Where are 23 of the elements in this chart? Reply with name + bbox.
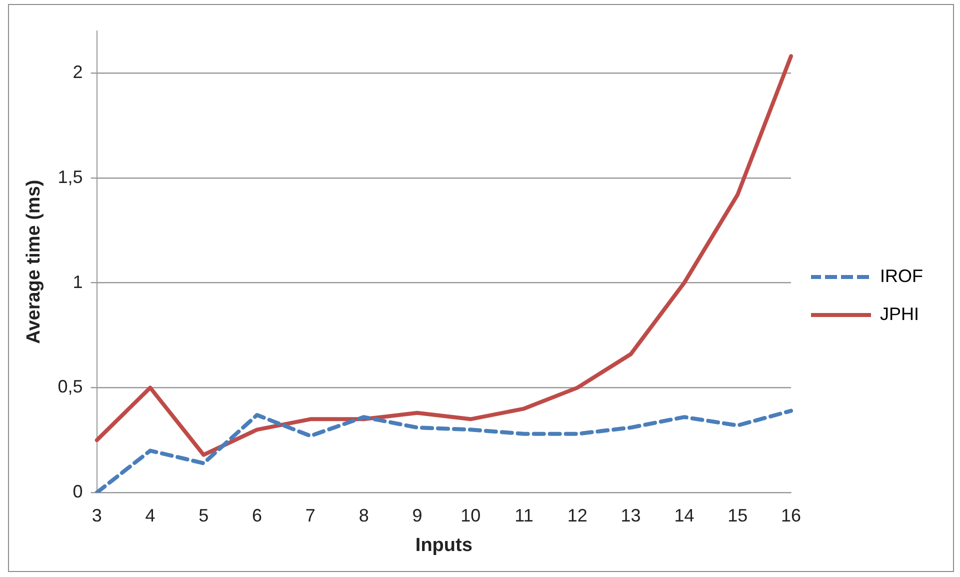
x-tick-label: 12 bbox=[567, 505, 588, 526]
x-tick-label: 9 bbox=[412, 505, 422, 526]
x-tick-label: 10 bbox=[460, 505, 481, 526]
y-tick-label: 0,5 bbox=[58, 376, 83, 397]
x-tick-label: 7 bbox=[305, 505, 316, 526]
y-tick-label: 1,5 bbox=[58, 166, 83, 187]
x-tick-label: 4 bbox=[145, 505, 156, 526]
y-tick-label: 0 bbox=[72, 482, 83, 502]
x-tick-label: 8 bbox=[358, 505, 369, 526]
y-axis-title: Average time (ms) bbox=[24, 180, 45, 344]
x-tick-label: 5 bbox=[198, 505, 209, 526]
x-tick-label: 3 bbox=[92, 505, 102, 526]
x-tick-label: 13 bbox=[620, 505, 641, 526]
x-tick-label: 15 bbox=[728, 505, 748, 526]
x-tick-label: 11 bbox=[514, 505, 534, 526]
legend-label: IROF bbox=[880, 266, 924, 286]
x-tick-label: 14 bbox=[674, 505, 694, 526]
x-axis-title: Inputs bbox=[415, 534, 472, 556]
y-tick-label: 1 bbox=[72, 272, 83, 292]
legend-label: JPHI bbox=[880, 304, 920, 324]
x-tick-label: 16 bbox=[780, 505, 802, 526]
x-tick-label: 6 bbox=[252, 505, 262, 526]
y-tick-label: 2 bbox=[72, 62, 83, 82]
